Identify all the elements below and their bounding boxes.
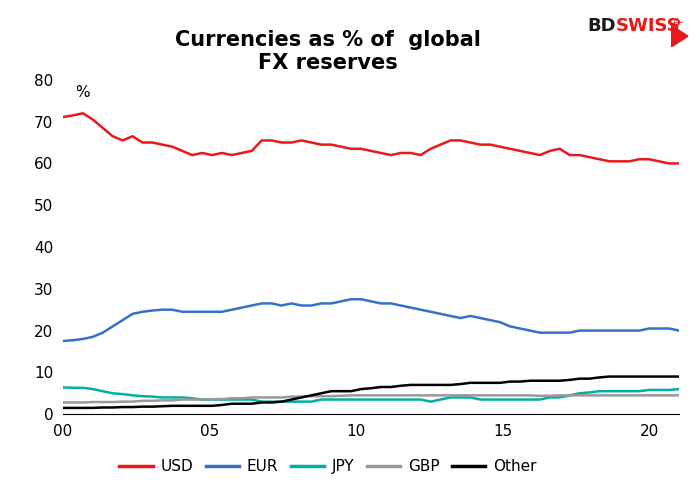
GBP (228, 395, 236, 401)
JPY (228, 397, 236, 403)
Text: ✈: ✈ (672, 17, 682, 30)
Other (248, 401, 256, 407)
USD (665, 161, 673, 167)
EUR (496, 319, 505, 325)
Other (367, 385, 375, 391)
GBP (248, 394, 256, 400)
GBP (665, 392, 673, 398)
Other (606, 374, 614, 380)
EUR (347, 296, 356, 302)
USD (377, 150, 385, 156)
EUR (665, 325, 673, 331)
Text: SWISS: SWISS (616, 17, 680, 35)
JPY (675, 386, 683, 392)
Other (347, 388, 356, 394)
EUR (59, 338, 67, 344)
USD (496, 144, 505, 150)
JPY (59, 384, 67, 390)
JPY (665, 387, 673, 393)
Other (228, 401, 236, 407)
EUR (228, 307, 236, 313)
JPY (258, 399, 266, 405)
USD (59, 114, 67, 120)
GBP (59, 400, 67, 406)
JPY (496, 397, 505, 403)
Line: GBP: GBP (63, 395, 679, 403)
Other (675, 374, 683, 380)
Polygon shape (671, 25, 688, 47)
Title: Currencies as % of  global
FX reserves: Currencies as % of global FX reserves (175, 29, 481, 73)
USD (357, 146, 365, 152)
USD (675, 161, 683, 167)
USD (258, 137, 266, 143)
JPY (377, 397, 385, 403)
GBP (377, 392, 385, 398)
JPY (357, 397, 365, 403)
Text: %: % (76, 85, 90, 100)
EUR (248, 302, 256, 308)
GBP (357, 392, 365, 398)
GBP (496, 392, 505, 398)
Text: BD: BD (587, 17, 616, 35)
USD (655, 158, 664, 164)
EUR (377, 300, 385, 306)
Line: Other: Other (63, 377, 679, 408)
Line: JPY: JPY (63, 387, 679, 402)
USD (237, 150, 246, 156)
Other (665, 374, 673, 380)
EUR (675, 327, 683, 333)
Line: USD: USD (63, 113, 679, 164)
Line: EUR: EUR (63, 299, 679, 341)
EUR (357, 296, 365, 302)
Other (486, 380, 494, 386)
Legend: USD, EUR, JPY, GBP, Other: USD, EUR, JPY, GBP, Other (113, 453, 542, 480)
GBP (675, 392, 683, 398)
GBP (347, 392, 356, 398)
Other (59, 405, 67, 411)
USD (78, 110, 87, 116)
JPY (248, 397, 256, 403)
